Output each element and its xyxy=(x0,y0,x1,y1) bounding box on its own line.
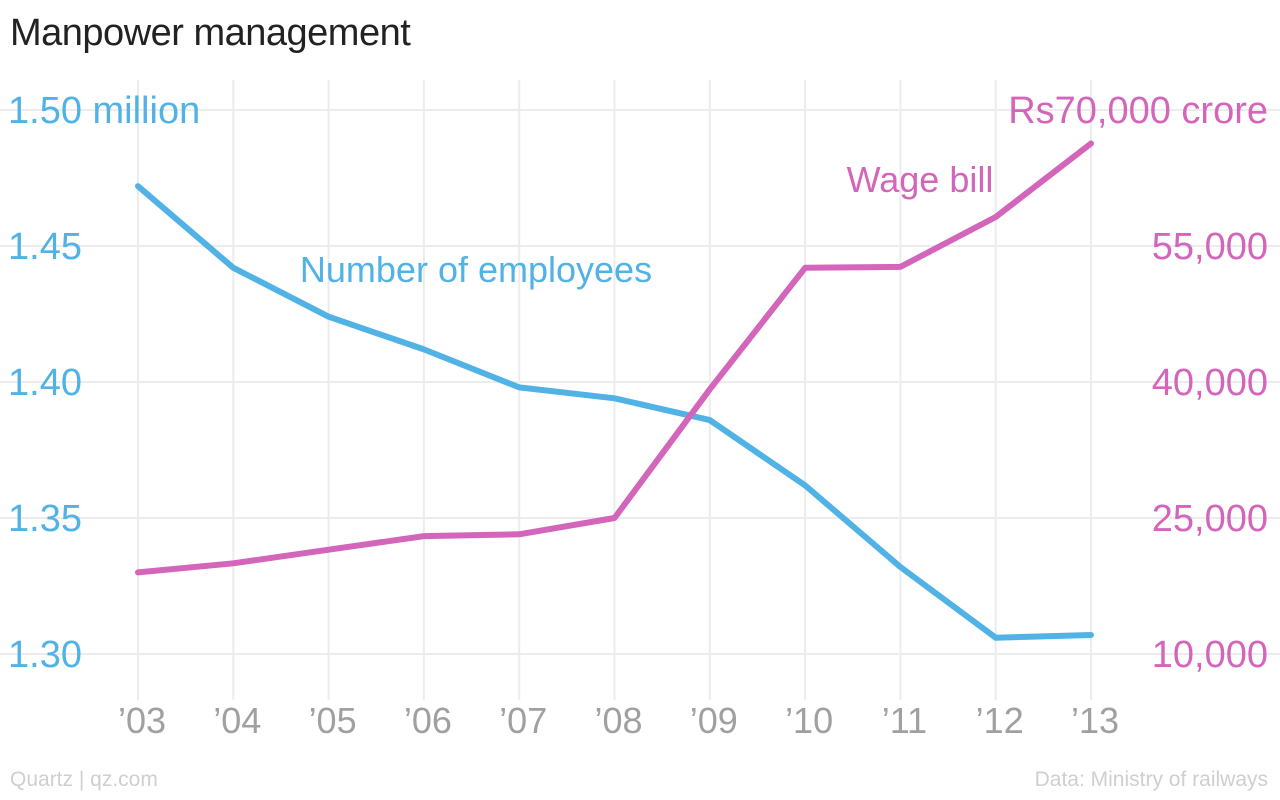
left-tick-label: 1.45 xyxy=(8,226,82,268)
x-tick-label: ’13 xyxy=(1071,700,1119,741)
series xyxy=(135,140,1094,641)
x-tick-label: ’07 xyxy=(499,700,547,741)
left-tick-label: 1.30 xyxy=(8,634,82,676)
footer-credit: Quartz | qz.com xyxy=(10,768,158,791)
x-tick-label: ’08 xyxy=(594,700,642,741)
left-tick-label: 1.40 xyxy=(8,362,82,404)
wage-bill-series-label: Wage bill xyxy=(847,159,994,200)
x-tick-label: ’06 xyxy=(404,700,452,741)
chart-title: Manpower management xyxy=(10,12,411,54)
x-tick-label: ’05 xyxy=(309,700,357,741)
right-tick-label: 10,000 xyxy=(1152,634,1268,676)
right-tick-label: 25,000 xyxy=(1152,498,1268,540)
left-axis: 1.30 1.35 1.40 1.45 1.50 million xyxy=(8,90,200,676)
series-labels: Number of employees Wage bill xyxy=(300,159,993,290)
grid xyxy=(0,80,1280,700)
right-axis: 10,000 25,000 40,000 55,000 Rs70,000 crore xyxy=(1008,90,1268,676)
employees-series-label: Number of employees xyxy=(300,249,652,290)
x-tick-label: ’12 xyxy=(976,700,1024,741)
x-tick-label: ’09 xyxy=(690,700,738,741)
right-tick-label: Rs70,000 crore xyxy=(1008,90,1268,132)
x-tick-label: ’04 xyxy=(213,700,261,741)
left-tick-label: 1.50 million xyxy=(8,90,200,132)
footer-source: Data: Ministry of railways xyxy=(1034,768,1268,791)
right-tick-label: 55,000 xyxy=(1152,226,1268,268)
left-tick-label: 1.35 xyxy=(8,498,82,540)
x-tick-label: ’03 xyxy=(118,700,166,741)
x-tick-label: ’11 xyxy=(882,700,927,741)
x-axis: ’03 ’04 ’05 ’06 ’07 ’08 ’09 ’10 ’11 ’12 ’13 xyxy=(118,700,1119,741)
x-tick-label: ’10 xyxy=(785,700,833,741)
right-tick-label: 40,000 xyxy=(1152,362,1268,404)
